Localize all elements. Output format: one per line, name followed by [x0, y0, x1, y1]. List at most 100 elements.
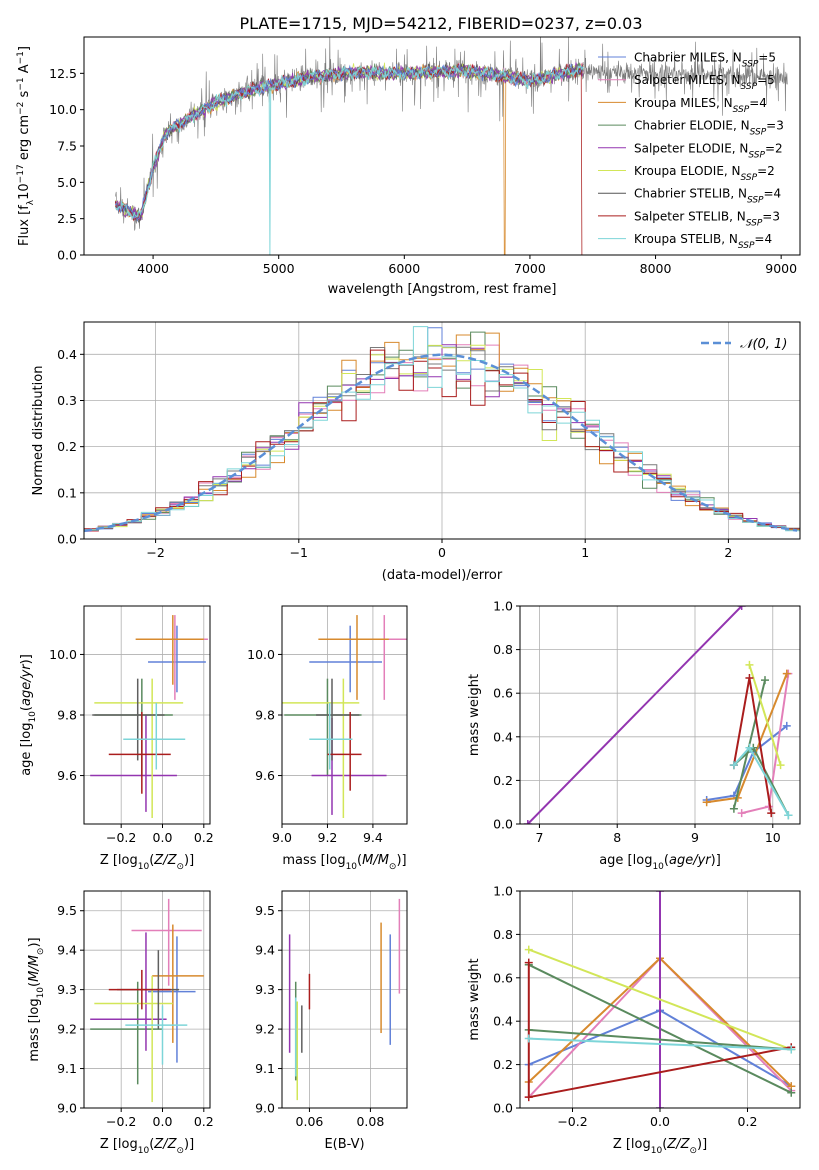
- weight-marker: [729, 804, 738, 813]
- plot-area: [523, 606, 793, 824]
- y-tick-label: 9.5: [255, 903, 275, 918]
- legend-label: Chabrier MILES, NSSP=5: [634, 51, 776, 70]
- y-axis-label: Normed distribution: [31, 366, 46, 496]
- y-tick-label: 9.6: [255, 768, 275, 783]
- x-tick-label: 7000: [514, 261, 546, 276]
- legend-label: Kroupa ELODIE, NSSP=2: [634, 164, 775, 183]
- x-axis-label: age [log10(age/yr)]: [599, 853, 721, 872]
- error-bar-point: [135, 615, 204, 685]
- error-bar-point: [309, 702, 353, 770]
- x-tick-label: 0.2: [738, 1114, 758, 1129]
- x-tick-label: 0.0: [650, 1114, 670, 1129]
- y-tick-label: 0.2: [57, 439, 77, 454]
- weight-marker: [745, 743, 754, 752]
- x-tick-label: 10: [765, 830, 781, 845]
- axes-frame: −0.2 0.0 0.2 9.0 9.1 9.2 9.3 9.4 9.5 Z [log10(Z/Z…: [27, 890, 214, 1156]
- x-tick-label: 0.0: [153, 1114, 173, 1129]
- x-axis-label: mass [log10(M/M⊙)]: [282, 853, 406, 872]
- y-tick-label: 5.0: [57, 175, 77, 190]
- axes-frame: −2 −1 0 1 2 0.0 0.1 0.2 0.3 0.4 (data-model)/error…: [31, 321, 801, 583]
- error-bar-point: [318, 615, 389, 700]
- y-tick-label: 10.0: [247, 647, 275, 662]
- legend-label: Salpeter STELIB, NSSP=3: [634, 209, 780, 228]
- y-tick-label: 9.0: [255, 1101, 275, 1116]
- chart-spectrum: 4000 5000 6000 7000 8000 9000 0.0 2.5 5.0 7.5 10.0…: [16, 36, 801, 297]
- axes-frame: 9.0 9.2 9.4 9.6 9.8 10.0 mass [log10(M/M⊙)]: [247, 605, 408, 872]
- error-bar-point: [125, 1005, 188, 1065]
- weight-series-line: [706, 725, 788, 801]
- residual-histogram: [84, 326, 800, 532]
- weight-marker: [729, 761, 738, 770]
- y-tick-label: 0.0: [493, 817, 513, 832]
- y-tick-label: 9.3: [255, 982, 275, 997]
- weight-marker: [782, 669, 791, 678]
- axes-box: [519, 605, 801, 825]
- plot-area: [90, 615, 208, 818]
- spectrum-model-line: [114, 64, 584, 255]
- y-tick-label: 0.4: [493, 1014, 513, 1029]
- x-axis-label: (data-model)/error: [382, 568, 503, 583]
- y-tick-label: 10.0: [49, 647, 77, 662]
- y-tick-label: 9.2: [255, 1022, 275, 1037]
- axes-frame: −0.2 0.0 0.2 0.0 0.2 0.4 0.6 0.8 1.0 Z [log10(Z/Z…: [467, 884, 801, 1156]
- legend-label: Salpeter MILES, NSSP=5: [634, 73, 775, 92]
- chart-weight-vs-age: 7 8 9 10 0.0 0.2 0.4 0.6 0.8 1.0 age [log10(age/yr…: [467, 599, 801, 872]
- error-bar-point: [94, 975, 173, 1103]
- y-tick-label: 9.2: [57, 1022, 77, 1037]
- weight-series-line: [528, 1037, 792, 1051]
- axes-frame: 0.06 0.08 9.0 9.1 9.2 9.3 9.4 9.5 E(B-V): [255, 890, 408, 1152]
- y-tick-label: 0.2: [493, 1057, 513, 1072]
- x-axis-label: E(B-V): [324, 1137, 364, 1152]
- error-bar-point: [327, 711, 362, 791]
- x-tick-label: 0.0: [153, 830, 173, 845]
- y-axis-label: Flux [fλ10−17 erg cm−2 s−1 A−1]: [16, 46, 36, 246]
- weight-marker: [745, 660, 754, 669]
- axes-box: [83, 890, 211, 1109]
- error-bar-point: [92, 678, 165, 761]
- error-bar-point: [94, 678, 184, 818]
- y-tick-label: 7.5: [57, 139, 77, 154]
- chart-weight-vs-Z: −0.2 0.0 0.2 0.0 0.2 0.4 0.6 0.8 1.0 Z [log10(Z/Z…: [467, 884, 801, 1156]
- plot-area: [524, 891, 796, 1108]
- weight-marker: [787, 1045, 796, 1054]
- x-tick-label: 0.08: [356, 1114, 384, 1129]
- error-bar-point: [90, 932, 167, 1051]
- weight-marker: [656, 1104, 664, 1108]
- chart-mass-vs-ebv: 0.06 0.08 9.0 9.1 9.2 9.3 9.4 9.5 E(B-V): [255, 890, 408, 1152]
- x-tick-label: 6000: [388, 261, 420, 276]
- axes-frame: −0.2 0.0 0.2 9.6 9.8 10.0 Z [log10(Z/Z⊙)] age […: [19, 605, 214, 872]
- error-bar-point: [148, 625, 206, 693]
- x-tick-label: −0.2: [557, 1114, 587, 1129]
- weight-marker: [523, 820, 532, 824]
- y-tick-label: 9.1: [57, 1061, 77, 1076]
- y-tick-label: 9.8: [57, 708, 77, 723]
- y-tick-label: 1.0: [493, 884, 513, 899]
- weight-series-line: [527, 606, 743, 824]
- error-bar-point: [316, 678, 360, 761]
- legend-label: Salpeter ELODIE, NSSP=2: [634, 141, 783, 160]
- weight-marker: [524, 945, 533, 954]
- x-tick-label: 2: [724, 545, 732, 560]
- legend-label: Kroupa STELIB, NSSP=4: [634, 232, 772, 251]
- y-tick-label: 9.6: [57, 768, 77, 783]
- y-tick-label: 0.4: [57, 347, 77, 362]
- x-tick-label: 0: [438, 545, 446, 560]
- y-tick-label: 9.8: [255, 708, 275, 723]
- y-tick-label: 0.8: [493, 642, 513, 657]
- axes-box: [281, 890, 408, 1109]
- x-tick-label: 0.06: [296, 1114, 324, 1129]
- spectrum-legend: Chabrier MILES, NSSP=5 Salpeter MILES, NS…: [598, 51, 784, 251]
- plot-area: [282, 615, 407, 818]
- x-tick-label: 7: [535, 830, 543, 845]
- weight-marker: [767, 809, 776, 818]
- y-tick-label: 0.0: [57, 532, 77, 547]
- chart-age-vs-mass: 9.0 9.2 9.4 9.6 9.8 10.0 mass [log10(M/M⊙)]: [247, 605, 408, 872]
- legend-label: Chabrier STELIB, NSSP=4: [634, 187, 781, 206]
- chart-age-vs-Z: −0.2 0.0 0.2 9.6 9.8 10.0 Z [log10(Z/Z⊙)] age […: [19, 605, 214, 872]
- x-tick-label: 5000: [263, 261, 295, 276]
- x-tick-label: −0.2: [106, 1114, 136, 1129]
- legend-label: 𝒩(0, 1): [740, 337, 787, 352]
- plot-area: [84, 326, 800, 534]
- y-tick-label: 0.2: [493, 773, 513, 788]
